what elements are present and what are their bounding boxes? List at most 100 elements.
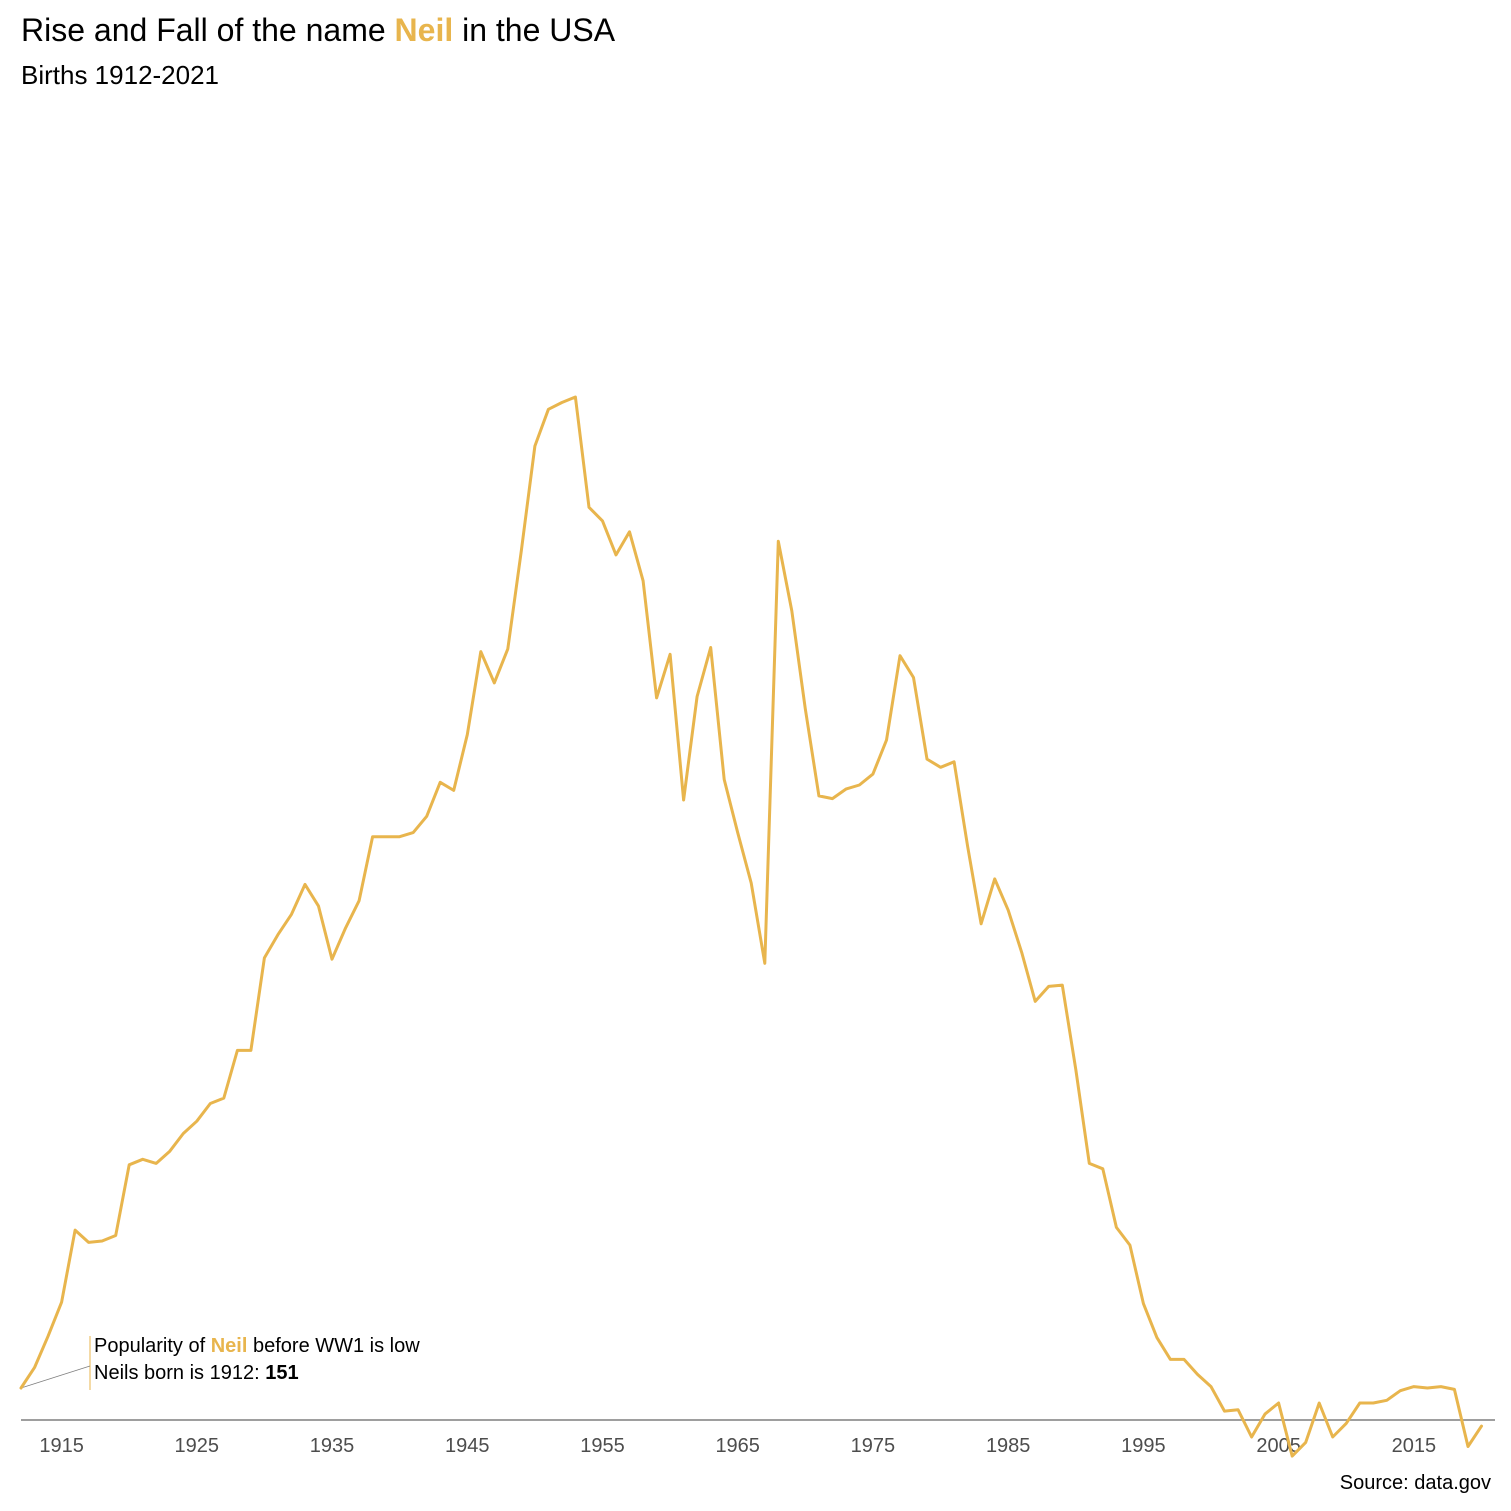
data-point-1939 [385,835,388,838]
data-point-1991 [1088,1162,1091,1165]
annotation-leader-diagonal [20,1365,91,1389]
x-tick-label-1995: 1995 [1121,1435,1166,1457]
data-point-1994 [1128,1244,1131,1247]
data-point-1968 [777,540,780,543]
data-point-1927 [222,1097,225,1100]
data-point-1973 [844,788,847,791]
data-point-1990 [1074,1068,1077,1071]
chart-subtitle: Births 1912-2021 [21,60,220,90]
series-line-neil [19,395,1483,1458]
data-point-2003 [1250,1436,1253,1439]
title-name-highlight: Neil [394,12,454,48]
x-tick-label-1935: 1935 [310,1435,355,1457]
data-point-1976 [885,739,888,742]
data-point-1955 [601,519,604,522]
data-point-2008 [1318,1402,1321,1405]
data-point-1962 [696,695,699,698]
data-point-1980 [939,766,942,769]
data-point-1972 [831,797,834,800]
data-point-1921 [141,1158,144,1161]
annotation-name-highlight: Neil [210,1335,248,1357]
data-point-2002 [1237,1408,1240,1411]
data-point-1945 [466,733,469,736]
data-point-1918 [101,1240,104,1243]
data-point-1986 [1020,951,1023,954]
data-point-1949 [520,549,523,552]
data-point-1925 [195,1120,198,1123]
data-point-2014 [1399,1389,1402,1392]
data-point-1942 [425,815,428,818]
data-point-2011 [1358,1402,1361,1405]
x-tick-label-1965: 1965 [715,1435,760,1457]
data-point-1978 [912,676,915,679]
source-caption: Source: data.gov [1339,1472,1491,1494]
data-point-1952 [560,401,563,404]
data-point-1958 [642,579,645,582]
data-point-1934 [317,905,320,908]
annotation-line-2: Neils born is 1912: 151 [94,1362,299,1385]
data-point-1923 [168,1150,171,1153]
data-point-2013 [1385,1399,1388,1402]
data-point-1969 [790,609,793,612]
data-point-1966 [750,882,753,885]
data-point-1920 [128,1163,131,1166]
x-tick-label-1975: 1975 [851,1435,896,1457]
chart-title: Rise and Fall of the name Neil in the US… [21,12,615,49]
data-point-1961 [682,799,685,802]
data-point-1964 [723,778,726,781]
data-point-2010 [1345,1422,1348,1425]
data-point-1982 [966,845,969,848]
data-point-2017 [1439,1385,1442,1388]
data-point-1995 [1142,1302,1145,1305]
data-point-1996 [1155,1336,1158,1339]
data-point-2005 [1277,1402,1280,1405]
data-point-1967 [763,962,766,965]
x-tick-label-2015: 2015 [1392,1435,1437,1457]
data-points [20,396,1484,1458]
data-point-1988 [1047,985,1050,988]
x-tick-label-1915: 1915 [39,1435,84,1457]
data-point-1932 [290,913,293,916]
data-point-2001 [1223,1410,1226,1413]
data-point-1959 [655,696,658,699]
x-tick-label-1955: 1955 [580,1435,625,1457]
data-point-1912 [20,1387,23,1390]
data-point-1960 [669,653,672,656]
data-point-1933 [304,883,307,886]
data-point-2016 [1426,1387,1429,1390]
data-point-1957 [628,530,631,533]
data-point-1999 [1196,1373,1199,1376]
data-point-1940 [398,835,401,838]
data-point-1984 [993,877,996,880]
data-point-2007 [1304,1441,1307,1444]
data-point-1979 [926,758,929,761]
annotation-line-1: Popularity of Neil before WW1 is low [94,1335,420,1358]
data-point-1914 [47,1335,50,1338]
data-point-1953 [574,396,577,399]
data-point-1975 [871,773,874,776]
data-point-1922 [155,1162,158,1165]
data-point-1951 [547,408,550,411]
data-point-1924 [182,1132,185,1135]
data-point-2004 [1264,1412,1267,1415]
data-point-1944 [452,789,455,792]
x-axis-ticks: 1915 1925 1935 1945 1955 1965 1975 1985 1995 2005… [39,1435,1436,1457]
data-point-1987 [1034,1000,1037,1003]
data-point-1929 [249,1049,252,1052]
data-point-2000 [1210,1385,1213,1388]
x-tick-label-1925: 1925 [175,1435,220,1457]
data-point-1930 [263,956,266,959]
data-point-2009 [1331,1436,1334,1439]
data-point-1916 [74,1229,77,1232]
data-point-1956 [615,553,618,556]
data-point-1931 [276,933,279,936]
data-point-1926 [209,1102,212,1105]
data-point-2019 [1467,1445,1470,1448]
data-point-1970 [804,707,807,710]
data-point-1977 [899,654,902,657]
data-point-1954 [588,506,591,509]
data-point-1989 [1061,984,1064,987]
data-point-1997 [1169,1358,1172,1361]
data-point-1947 [493,681,496,684]
